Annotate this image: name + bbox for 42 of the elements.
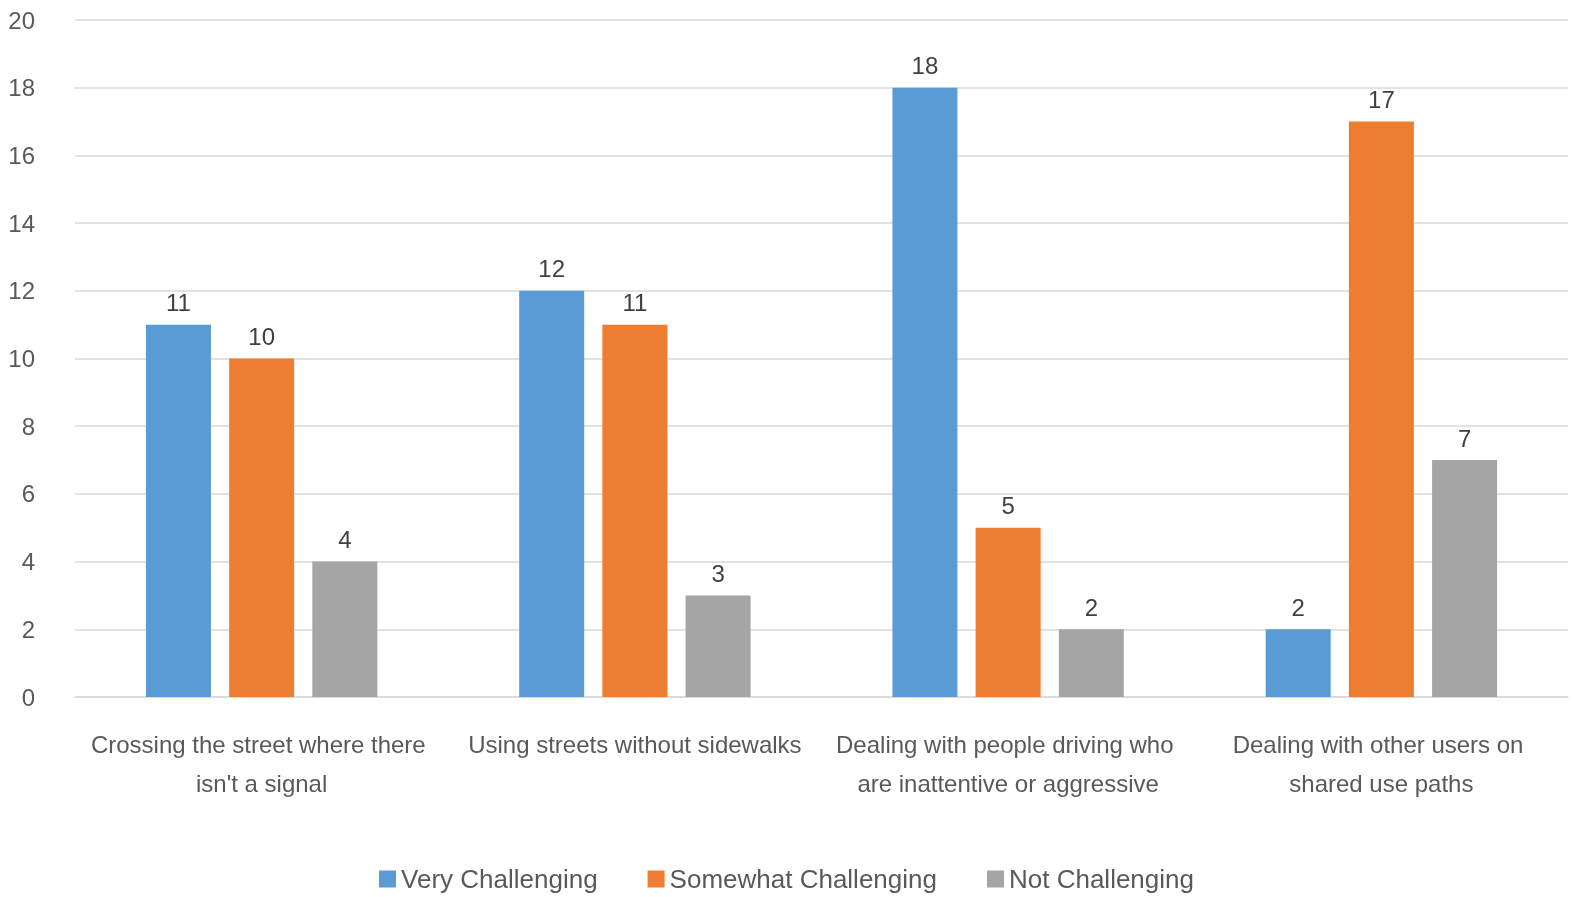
y-tick-label: 16	[8, 141, 35, 169]
data-label: 3	[711, 559, 725, 587]
x-tick-label: Dealing with people driving who are inattentive or aggressive	[836, 731, 1181, 797]
y-tick-label: 0	[21, 683, 35, 711]
data-label: 18	[911, 52, 939, 80]
y-tick-label: 2	[21, 615, 35, 643]
y-tick-label: 14	[8, 209, 35, 237]
data-label: 10	[248, 323, 275, 350]
x-tick-label: Using streets without sidewalks	[468, 731, 802, 758]
y-tick-label: 4	[21, 548, 35, 576]
bar	[975, 527, 1041, 697]
y-tick-label: 8	[21, 412, 35, 440]
legend-label: Very Challenging	[401, 864, 598, 894]
x-tick-label: Dealing with other users on shared use paths	[1232, 731, 1531, 797]
y-tick-label: 12	[8, 277, 35, 305]
y-tick-label: 6	[21, 480, 35, 508]
data-label: 7	[1457, 424, 1472, 452]
y-tick-label: 18	[8, 74, 35, 102]
bar	[1058, 629, 1124, 697]
legend-label: Not Challenging	[1008, 864, 1194, 894]
data-label: 12	[538, 255, 566, 283]
bar	[145, 324, 211, 697]
legend-label: Somewhat Challenging	[669, 864, 937, 894]
bar	[229, 358, 295, 697]
data-label: 17	[1368, 86, 1395, 114]
bar	[519, 290, 585, 697]
y-tick-label: 10	[8, 345, 35, 372]
bar	[1265, 629, 1331, 697]
data-label: 2	[1084, 593, 1098, 621]
bar	[892, 87, 958, 697]
bar	[1432, 460, 1498, 697]
y-tick-label: 20	[8, 6, 35, 34]
bar	[602, 324, 668, 697]
bar	[312, 561, 378, 697]
data-label: 11	[622, 289, 648, 317]
bar	[1348, 121, 1414, 697]
data-label: 11	[165, 289, 191, 317]
data-label: 5	[1001, 492, 1015, 520]
x-tick-label: Crossing the street where there isn't a signal	[90, 731, 433, 797]
data-label: 2	[1291, 593, 1305, 621]
bar	[685, 595, 751, 697]
data-label: 4	[338, 526, 352, 554]
